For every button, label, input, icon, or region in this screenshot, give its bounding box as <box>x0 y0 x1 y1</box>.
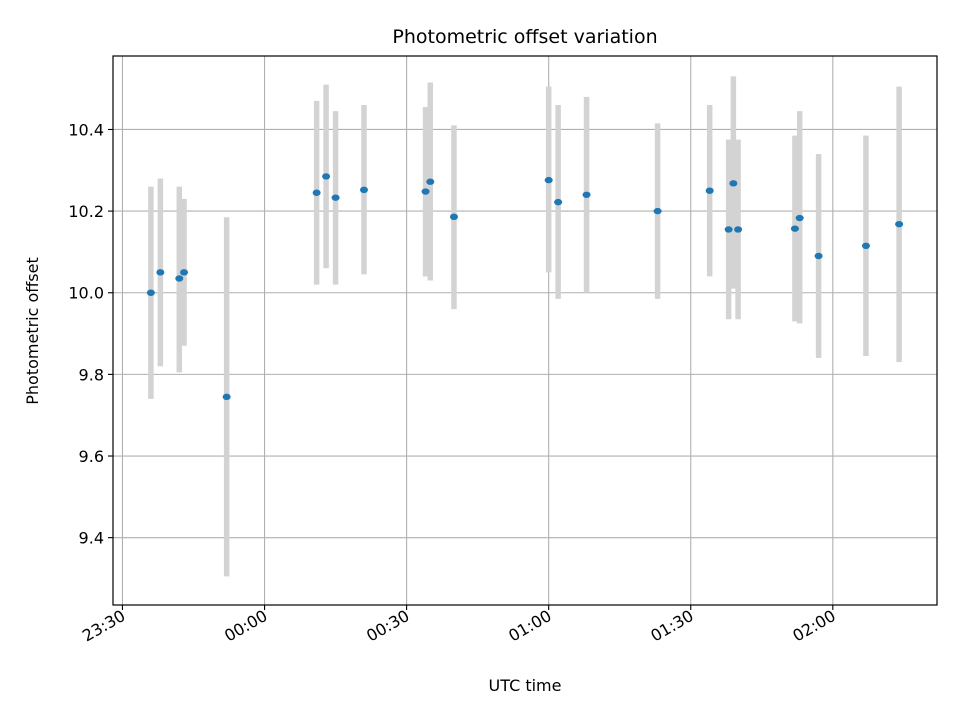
data-point <box>449 213 458 221</box>
data-point <box>146 289 155 296</box>
data-point <box>426 178 435 185</box>
y-tick-label: 10.0 <box>68 284 104 303</box>
y-axis: 9.4 9.6 9.8 10.0 10.2 10.4 <box>68 120 113 548</box>
data-point <box>554 198 563 206</box>
data-point <box>795 214 804 222</box>
plot-frame <box>112 55 938 606</box>
data-point <box>421 188 430 195</box>
x-axis-label: UTC time <box>489 676 562 695</box>
y-tick-label: 9.6 <box>79 447 104 466</box>
x-tick-label: 00:00 <box>221 606 270 646</box>
data-point <box>331 194 340 201</box>
data-point <box>653 207 662 215</box>
data-point <box>734 226 743 233</box>
x-tick-label: 23:30 <box>79 606 128 646</box>
data-point <box>582 191 591 198</box>
x-tick-label: 00:30 <box>363 606 412 646</box>
y-tick-label: 10.2 <box>68 202 104 221</box>
data-point <box>544 176 553 184</box>
data-point <box>180 269 189 276</box>
data-point <box>312 189 321 196</box>
y-tick-label: 10.4 <box>68 120 104 139</box>
data-point <box>895 220 904 228</box>
data-points <box>146 173 904 401</box>
data-point <box>861 242 870 250</box>
data-point <box>175 275 184 282</box>
data-point <box>322 173 331 180</box>
chart-title: Photometric offset variation <box>392 26 657 48</box>
error-bars <box>148 76 902 577</box>
y-tick-label: 9.8 <box>79 365 104 384</box>
x-axis: 23:30 00:00 00:30 01:00 01:30 02:00 <box>79 605 839 646</box>
data-point <box>156 269 165 276</box>
x-tick-label: 01:00 <box>505 606 554 646</box>
data-point <box>705 187 714 194</box>
x-tick-label: 02:00 <box>789 606 838 646</box>
data-point <box>814 252 823 260</box>
data-point <box>790 225 799 232</box>
data-point <box>222 393 231 401</box>
data-point <box>729 180 738 187</box>
grid <box>113 56 937 605</box>
data-point <box>724 226 733 233</box>
data-point <box>359 186 368 194</box>
y-axis-label: Photometric offset <box>23 257 42 405</box>
y-tick-label: 9.4 <box>79 529 104 548</box>
x-tick-label: 01:30 <box>647 606 696 646</box>
